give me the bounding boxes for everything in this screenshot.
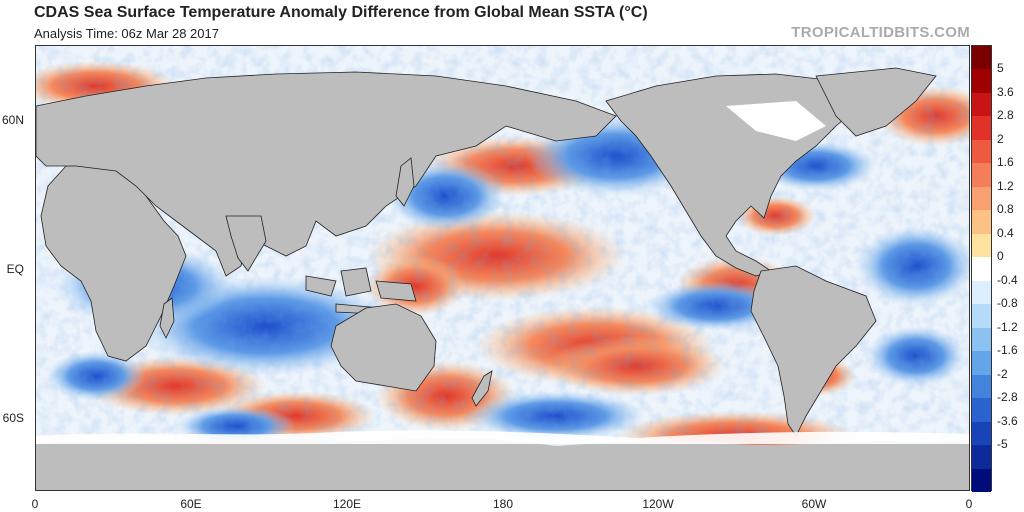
south-america (750, 265, 877, 437)
lon-label-0-west: 0 (31, 497, 39, 511)
colorbar-swatch (972, 163, 991, 188)
colorbar-swatch (972, 445, 991, 470)
colorbar-swatch (972, 139, 991, 164)
colorbar-swatch (972, 468, 991, 493)
analysis-time: Analysis Time: 06z Mar 28 2017 (34, 26, 219, 41)
colorbar-swatch (972, 304, 991, 329)
colorbar-tick-label: 0.8 (997, 202, 1014, 217)
colorbar-tick-label: -0.4 (997, 272, 1018, 287)
japan (395, 157, 415, 207)
colorbar-swatch (972, 280, 991, 305)
colorbar-swatch (972, 351, 991, 376)
lat-label-60s: 60S (2, 411, 24, 425)
colorbar-tick-label: -1.2 (997, 319, 1018, 334)
colorbar-tick-label: 5 (997, 61, 1004, 76)
colorbar-tick-label: 2.8 (997, 108, 1014, 123)
colorbar-tick-label: 1.6 (997, 155, 1014, 170)
sst-anomaly-map (35, 45, 970, 491)
lon-label-120w: 120W (642, 497, 674, 511)
lon-label-0-east: 0 (965, 497, 973, 511)
colorbar-swatch (972, 398, 991, 423)
colorbar-swatch (972, 69, 991, 94)
lat-label-eq: EQ (6, 262, 24, 276)
colorbar-tick-label: 0.4 (997, 225, 1014, 240)
greenland (815, 67, 937, 137)
arctic-ice (726, 101, 826, 141)
colorbar-tick-label: 2 (997, 131, 1004, 146)
colorbar-tick-label: -0.8 (997, 296, 1018, 311)
colorbar-tick-label: -1.6 (997, 343, 1018, 358)
maritime-continent (305, 267, 417, 315)
madagascar (159, 297, 175, 339)
colorbar-swatch (972, 327, 991, 352)
australia (330, 303, 437, 392)
colorbar-swatch (972, 186, 991, 211)
colorbar-tick-label: -3.6 (997, 413, 1018, 428)
colorbar-swatch (972, 92, 991, 117)
india (225, 215, 267, 272)
lon-label-180: 180 (492, 497, 514, 511)
colorbar-tick-label: -2 (997, 366, 1008, 381)
eurasia (36, 71, 617, 277)
colorbar-tick-label: 0 (997, 249, 1004, 264)
lat-label-60n: 60N (1, 113, 24, 127)
colorbar-swatch (972, 46, 991, 70)
lon-label-120e: 120E (332, 497, 362, 511)
colorbar-tick-label: 1.2 (997, 178, 1014, 193)
chart-title: CDAS Sea Surface Temperature Anomaly Dif… (34, 4, 648, 21)
lon-label-60e: 60E (180, 497, 202, 511)
colorbar-tick-label: -2.8 (997, 390, 1018, 405)
colorbar-swatch (972, 233, 991, 258)
colorbar-tick-label: -5 (997, 437, 1008, 452)
source-watermark: TROPICALTIDBITS.COM (791, 24, 970, 41)
lon-label-60w: 60W (801, 497, 827, 511)
colorbar (971, 45, 992, 493)
colorbar-tick-label: 3.6 (997, 84, 1014, 99)
colorbar-swatch (972, 374, 991, 399)
colorbar-swatch (972, 210, 991, 235)
colorbar-swatch (972, 257, 991, 282)
antarctic-ice (36, 430, 969, 444)
new-zealand (471, 370, 493, 407)
colorbar-swatch (972, 116, 991, 141)
colorbar-swatch (972, 421, 991, 446)
antarctica (36, 438, 969, 490)
